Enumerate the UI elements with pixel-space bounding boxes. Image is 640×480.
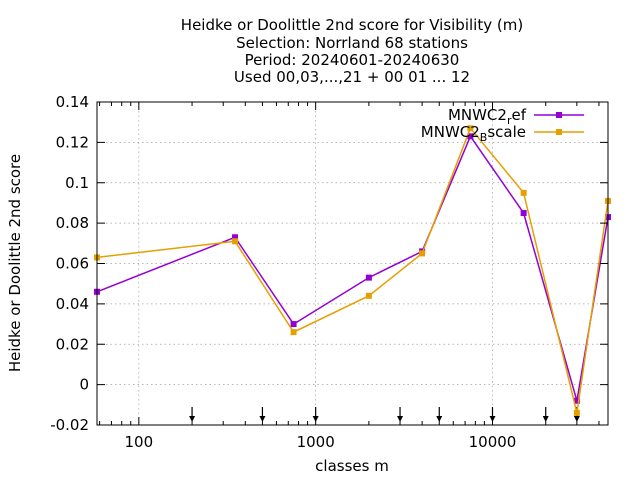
series-1-point — [232, 234, 239, 241]
class-limit-arrow-head — [397, 416, 404, 422]
series-1-point — [520, 210, 527, 217]
series-line-2 — [96, 126, 609, 414]
series-2-point — [520, 189, 527, 196]
class-limit-arrow-head — [259, 416, 266, 422]
legend-label-1: MNWC2ref — [448, 106, 527, 127]
x-tick-label: 10000 — [469, 433, 517, 451]
y-tick-label: -0.02 — [50, 416, 89, 434]
series-2-point — [467, 125, 474, 132]
series-line-1 — [96, 134, 609, 402]
series-2-point — [573, 409, 580, 416]
y-tick-label: 0.14 — [56, 93, 89, 111]
series-1-point — [365, 274, 372, 281]
y-tick-label: 0.06 — [56, 255, 89, 273]
series-2-point — [232, 238, 239, 245]
title-line-3: Period: 20240601-20240630 — [245, 51, 460, 69]
grid — [97, 102, 608, 425]
series-2-point — [290, 329, 297, 336]
y-tick-label: 0.1 — [65, 174, 89, 192]
title-line-4: Used 00,03,...,21 + 00 01 ... 12 — [234, 68, 470, 86]
y-axis-ticks: -0.02 0 0.02 0.04 0.06 0.08 0.1 0.12 0.14 — [50, 93, 608, 434]
x-axis-ticks: 100 1000 10000 — [99, 102, 600, 451]
legend-swatch-marker-1 — [556, 112, 562, 118]
chart-title: Heidke or Doolittle 2nd score for Visibi… — [181, 16, 523, 86]
legend-swatch-marker-2 — [556, 129, 562, 135]
series-2-point — [419, 250, 426, 257]
series-1-point — [467, 133, 474, 140]
y-tick-label: 0.04 — [56, 295, 89, 313]
y-tick-label: 0.02 — [56, 335, 89, 353]
x-axis-label: classes m — [315, 457, 389, 475]
title-line-1: Heidke or Doolittle 2nd score for Visibi… — [181, 16, 523, 34]
class-limit-arrow-head — [436, 416, 443, 422]
y-tick-label: 0 — [79, 376, 89, 394]
class-limit-arrow-head — [542, 416, 549, 422]
series-lines — [94, 125, 611, 416]
y-tick-label: 0.12 — [56, 133, 89, 151]
series-1-point — [290, 321, 297, 328]
title-line-2: Selection: Norrland 68 stations — [236, 34, 468, 52]
class-limit-arrow-head — [573, 416, 580, 422]
class-limit-arrows — [189, 407, 580, 422]
series-1-point — [573, 397, 580, 404]
legend-label-2: MNWC2Bscale — [421, 123, 526, 144]
class-limit-arrow-head — [189, 416, 196, 422]
y-tick-label: 0.08 — [56, 214, 89, 232]
y-axis-label: Heidke or Doolittle 2nd score — [6, 154, 24, 372]
series-2-point — [365, 292, 372, 299]
x-tick-label: 1000 — [297, 433, 335, 451]
x-tick-label: 100 — [125, 433, 154, 451]
